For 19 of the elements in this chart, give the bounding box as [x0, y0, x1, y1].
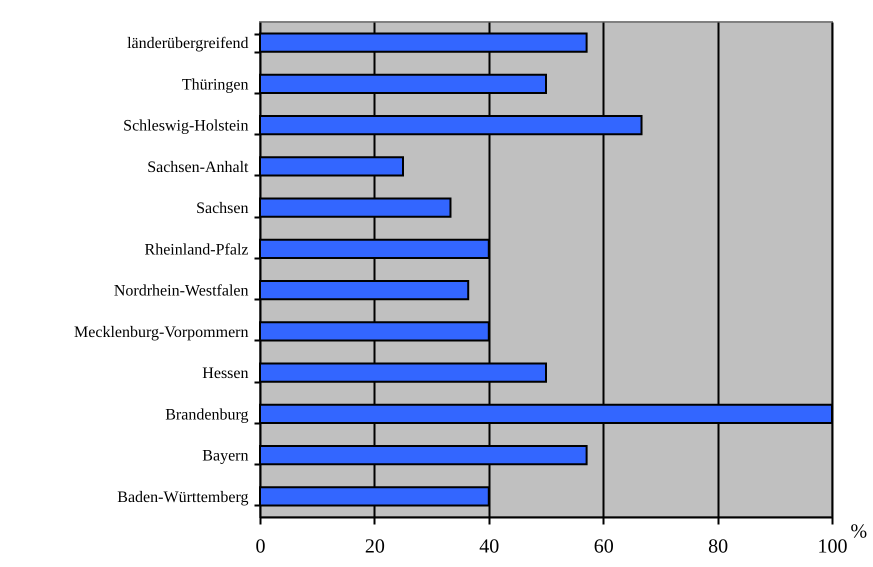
y-tick-label: Schleswig-Holstein: [123, 118, 248, 135]
x-tick-label: 80: [708, 536, 728, 558]
x-tick-label: 0: [256, 536, 266, 558]
y-tick-label: Rheinland-Pfalz: [144, 241, 248, 258]
y-tick-label: Bayern: [202, 448, 248, 465]
y-tick-label: Nordrhein-Westfalen: [114, 282, 248, 300]
y-tick-label: Baden-Württemberg: [117, 488, 248, 506]
y-tick-label: Brandenburg: [165, 406, 248, 424]
y-tick-label: Sachsen-Anhalt: [147, 158, 250, 176]
x-tick-label: 100: [818, 536, 848, 558]
x-tick-label: 20: [364, 536, 385, 558]
y-tick-label: Thüringen: [182, 76, 248, 94]
y-tick-label: Mecklenburg-Vorpommern: [74, 324, 248, 341]
x-axis-title: %: [850, 520, 868, 542]
y-tick-label: Hessen: [202, 365, 248, 382]
y-tick-label: länderübergreifend: [127, 35, 248, 52]
x-tick-label: 40: [479, 536, 500, 558]
x-tick-label: 60: [594, 536, 614, 558]
y-tick-label: Sachsen: [196, 200, 248, 218]
